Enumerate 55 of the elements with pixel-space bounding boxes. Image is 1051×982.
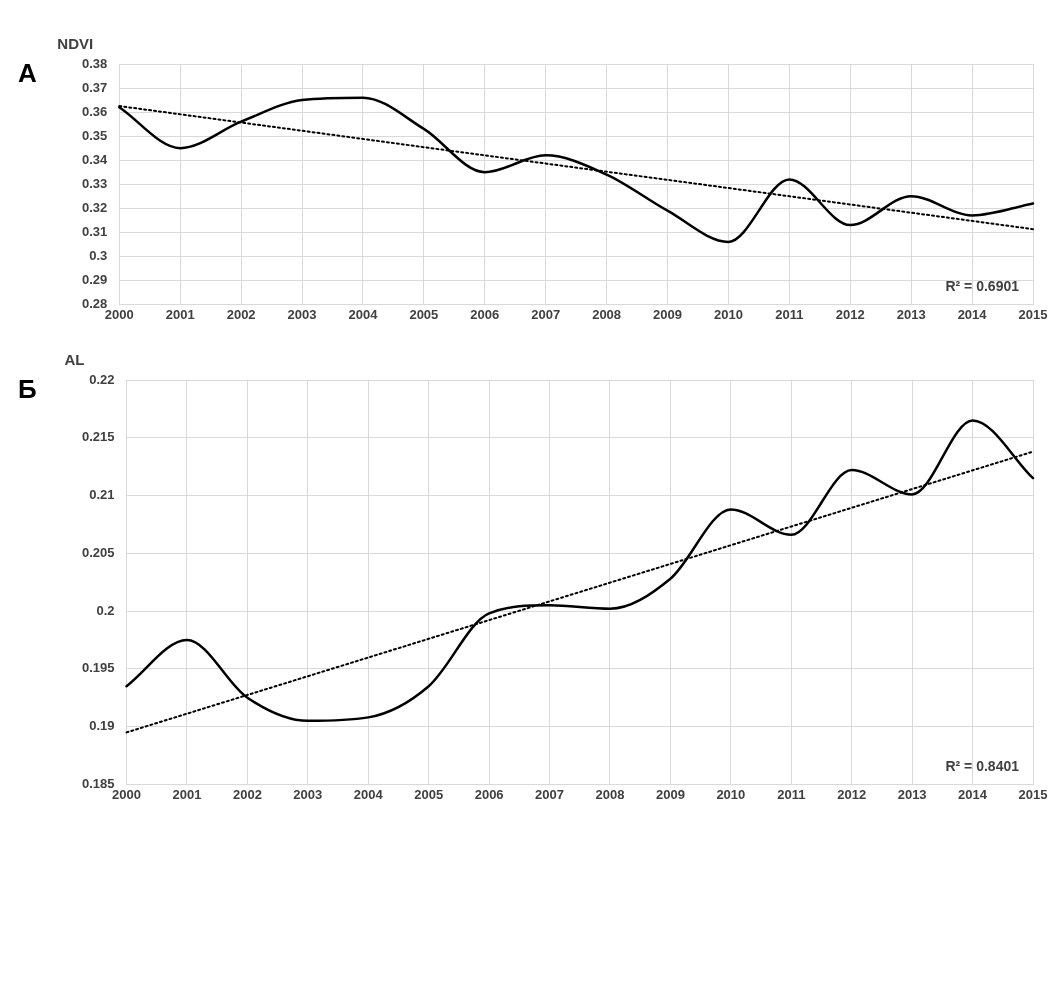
x-tick-label: 2004 — [353, 786, 384, 802]
x-tick-label: 2005 — [409, 306, 439, 322]
y-tick-label: 0.22 — [89, 371, 115, 387]
text: А — [18, 58, 37, 89]
annotation: R² = 0.6901 — [945, 278, 1020, 295]
x-tick-label: 2010 — [713, 306, 743, 322]
y-tick-label: 0.195 — [81, 660, 115, 676]
x-tick-label: 2006 — [474, 786, 504, 802]
y-tick-label: 0.21 — [89, 487, 115, 503]
x-tick-label: 2007 — [535, 786, 565, 802]
x-tick-label: 2004 — [348, 306, 379, 322]
x-tick-label: 2011 — [775, 306, 804, 322]
x-tick-label: 2003 — [287, 306, 317, 322]
x-tick-label: 2013 — [896, 306, 926, 322]
x-tick-label: 2014 — [957, 306, 988, 322]
text: Б — [18, 374, 37, 405]
x-tick-label: 2005 — [414, 786, 444, 802]
y-tick-label: 0.215 — [81, 429, 115, 445]
x-tick-label: 2007 — [531, 306, 561, 322]
y-tick-label: 0.205 — [81, 544, 115, 560]
x-tick-label: 2001 — [172, 786, 202, 802]
y-tick-label: 0.36 — [81, 103, 108, 119]
y-tick-label: 0.32 — [81, 199, 108, 215]
y-tick-label: 0.29 — [81, 271, 108, 287]
x-tick-label: 2006 — [470, 306, 500, 322]
x-tick-label: 2014 — [958, 786, 988, 802]
y-tick-label: 0.3 — [89, 247, 108, 263]
y-tick-label: 0.2 — [96, 602, 115, 618]
x-tick-label: 2013 — [897, 786, 927, 802]
x-tick-label: 2009 — [653, 306, 682, 322]
y-tick-label: 0.31 — [81, 223, 108, 239]
x-tick-label: 2003 — [293, 786, 323, 802]
y-axis-title: NDVI — [57, 34, 94, 52]
x-tick-label: 2009 — [655, 786, 685, 802]
y-tick-label: 0.28 — [81, 295, 108, 311]
x-tick-label: 2002 — [226, 306, 256, 322]
x-tick-label: 2015 — [1018, 786, 1048, 802]
x-tick-label: 2010 — [716, 786, 746, 802]
x-tick-label: 2002 — [232, 786, 262, 802]
x-tick-label: 2015 — [1018, 306, 1048, 322]
y-axis-title: AL — [64, 350, 85, 368]
y-tick-label: 0.37 — [81, 79, 108, 95]
y-tick-label: 0.35 — [81, 127, 108, 143]
x-tick-label: 2011 — [777, 786, 806, 802]
y-tick-label: 0.19 — [89, 718, 115, 734]
y-tick-label: 0.34 — [81, 151, 109, 167]
x-tick-label: 2008 — [595, 786, 625, 802]
x-tick-label: 2012 — [837, 786, 867, 802]
y-tick-label: 0.185 — [81, 775, 115, 791]
x-tick-label: 2012 — [835, 306, 865, 322]
annotation: R² = 0.8401 — [945, 758, 1020, 775]
y-tick-label: 0.38 — [81, 55, 108, 71]
y-tick-label: 0.33 — [81, 175, 108, 191]
x-tick-label: 2001 — [165, 306, 195, 322]
x-tick-label: 2008 — [592, 306, 622, 322]
